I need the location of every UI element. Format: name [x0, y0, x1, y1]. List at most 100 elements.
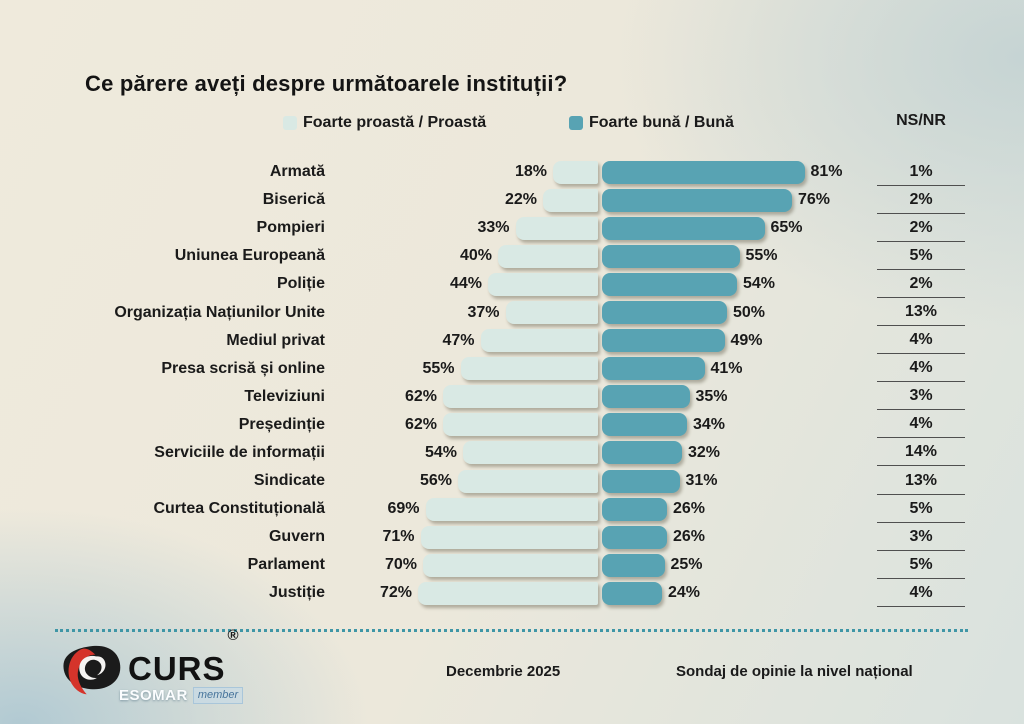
good-value-label: 49%: [730, 331, 763, 349]
bad-bar-zone: 62%: [335, 385, 598, 409]
nsnr-value: 3%: [877, 524, 965, 551]
chart-row: Organizația Națiunilor Unite 37% 50% 13%: [60, 298, 965, 327]
bad-bar-zone: 40%: [335, 244, 598, 268]
good-bar: [602, 553, 665, 577]
category-label: Presa scrisă și online: [161, 359, 325, 377]
bad-bar: [553, 160, 598, 184]
brand-name: CURS: [128, 650, 226, 687]
legend-swatch-good-icon: [569, 116, 583, 130]
legend-label-bad: Foarte proastă / Proastă: [303, 114, 487, 131]
chart-row: Guvern 71% 26% 3%: [60, 523, 965, 551]
chart-row: Biserică 22% 76% 2%: [60, 186, 965, 214]
good-bar: [602, 441, 682, 465]
nsnr-value: 4%: [877, 327, 965, 355]
bad-value-label: 71%: [382, 528, 415, 546]
bad-bar-zone: 70%: [335, 553, 598, 577]
bad-bar-zone: 54%: [335, 441, 598, 465]
chart-row: Parlament 70% 25% 5%: [60, 551, 965, 579]
chart-row: Televiziuni 62% 35% 3%: [60, 383, 965, 411]
nsnr-value: 5%: [877, 496, 965, 523]
bad-value-label: 40%: [459, 247, 492, 265]
nsnr-value: 4%: [877, 355, 965, 383]
bad-bar-zone: 37%: [335, 301, 598, 325]
good-bar-zone: 26%: [602, 525, 877, 549]
bad-value-label: 70%: [384, 556, 417, 574]
chart-row: Pompieri 33% 65% 2%: [60, 214, 965, 242]
good-value-label: 24%: [668, 584, 701, 602]
good-value-label: 65%: [770, 219, 803, 237]
category-label: Președinție: [238, 415, 325, 433]
bad-bar-zone: 72%: [335, 581, 598, 605]
bad-bar: [488, 272, 598, 296]
bad-bar-zone: 18%: [335, 160, 598, 184]
bad-bar-zone: 71%: [335, 525, 598, 549]
bad-bar: [515, 216, 598, 240]
bad-bar: [418, 581, 598, 605]
legend-label-good: Foarte bună / Bună: [589, 114, 734, 131]
good-bar: [602, 357, 705, 381]
bad-bar: [498, 244, 598, 268]
chart-row: Sindicate 56% 31% 13%: [60, 467, 965, 495]
good-bar: [602, 188, 792, 212]
good-value-label: 26%: [673, 500, 706, 518]
good-bar-zone: 65%: [602, 216, 877, 240]
esomar-badge: ESOMAR member: [119, 687, 244, 704]
category-label: Parlament: [247, 556, 325, 574]
bad-bar: [425, 497, 598, 521]
good-bar: [602, 413, 687, 437]
nsnr-value: 4%: [877, 580, 965, 607]
bad-bar: [543, 188, 598, 212]
footer-divider: [55, 629, 968, 632]
bad-bar: [443, 385, 598, 409]
bad-value-label: 47%: [442, 331, 475, 349]
good-value-label: 25%: [670, 556, 703, 574]
good-bar-zone: 24%: [602, 581, 877, 605]
bad-bar-zone: 44%: [335, 272, 598, 296]
bad-bar: [505, 301, 598, 325]
bad-value-label: 72%: [379, 584, 412, 602]
esomar-label: ESOMAR: [119, 687, 188, 704]
nsnr-value: 1%: [877, 159, 965, 186]
good-bar-zone: 54%: [602, 272, 877, 296]
legend-item-good: Foarte bună / Bună: [569, 114, 734, 132]
category-label: Armată: [269, 163, 325, 181]
good-bar: [602, 525, 667, 549]
good-value-label: 26%: [673, 528, 706, 546]
bad-bar: [463, 441, 598, 465]
bad-bar: [458, 469, 598, 493]
good-bar: [602, 160, 805, 184]
nsnr-value: 13%: [877, 299, 965, 327]
bad-bar: [460, 357, 598, 381]
survey-scope-note: Sondaj de opinie la nivel național: [676, 663, 913, 680]
page-title: Ce părere aveți despre următoarele insti…: [85, 71, 568, 96]
bad-value-label: 18%: [514, 163, 547, 181]
curs-logo-icon: [63, 645, 121, 695]
category-label: Guvern: [268, 528, 325, 546]
good-value-label: 34%: [693, 415, 726, 433]
nsnr-value: 13%: [877, 468, 965, 495]
bad-value-label: 56%: [419, 472, 452, 490]
bad-value-label: 33%: [477, 219, 510, 237]
good-bar-zone: 55%: [602, 244, 877, 268]
good-bar-zone: 34%: [602, 413, 877, 437]
good-value-label: 54%: [743, 275, 776, 293]
bad-value-label: 62%: [404, 415, 437, 433]
curs-logo: CURS ®: [60, 627, 239, 699]
bad-value-label: 44%: [449, 275, 482, 293]
good-bar-zone: 25%: [602, 553, 877, 577]
good-value-label: 32%: [688, 443, 721, 461]
nsnr-value: 5%: [877, 243, 965, 270]
good-bar-zone: 41%: [602, 357, 877, 381]
category-label: Serviciile de informații: [154, 443, 325, 461]
good-value-label: 55%: [745, 247, 778, 265]
category-label: Uniunea Europeană: [174, 247, 325, 265]
chart-row: Uniunea Europeană 40% 55% 5%: [60, 242, 965, 270]
bad-bar-zone: 55%: [335, 357, 598, 381]
bad-value-label: 54%: [424, 443, 457, 461]
bad-bar-zone: 62%: [335, 413, 598, 437]
category-label: Sindicate: [253, 472, 325, 490]
registered-trademark-icon: ®: [227, 627, 239, 644]
chart-row: Mediul privat 47% 49% 4%: [60, 327, 965, 355]
bad-bar-zone: 56%: [335, 469, 598, 493]
